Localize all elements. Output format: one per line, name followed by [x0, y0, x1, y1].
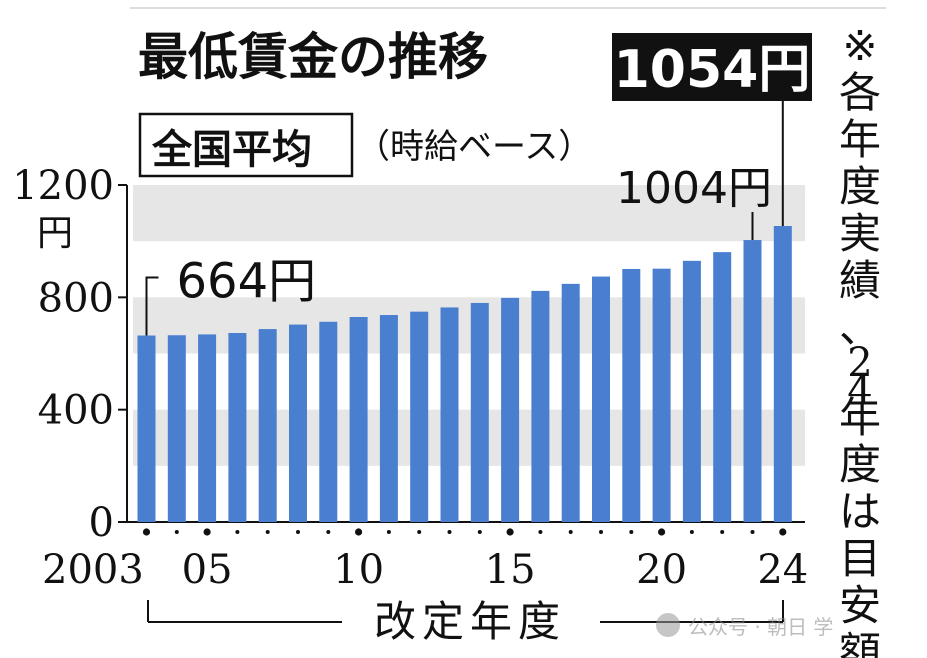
x-tick-label: 2003	[42, 547, 144, 593]
x-minor-marker	[386, 530, 391, 534]
bar-2017	[561, 283, 580, 522]
bar-2007	[258, 329, 277, 522]
x-major-marker	[779, 528, 787, 536]
bar-2024	[773, 226, 792, 523]
x-minor-marker	[750, 530, 755, 534]
bar-2014	[470, 302, 489, 522]
bar-2008	[289, 324, 307, 522]
y-tick-label: 400	[38, 388, 114, 434]
wechat-icon	[656, 613, 680, 637]
x-tick-label: 10	[333, 547, 384, 593]
x-minor-marker	[629, 530, 634, 534]
bar-2023	[743, 240, 762, 522]
note-char: 2	[847, 340, 872, 386]
bar-2006	[228, 332, 247, 522]
bar-2021	[682, 260, 701, 522]
bar-2012	[410, 311, 429, 522]
note-char: 、	[839, 303, 881, 352]
x-minor-marker	[265, 530, 270, 534]
x-minor-marker	[296, 530, 300, 534]
x-axis-label: 改定年度	[374, 597, 566, 646]
note-char: 度	[839, 162, 881, 211]
watermark-text: 公众号 · 朝日 学	[688, 615, 833, 639]
x-major-marker	[203, 528, 211, 536]
x-axis: 2003 05 10 15 20 24	[42, 528, 808, 593]
y-tick-label: 800	[38, 275, 114, 321]
note-char: は	[839, 487, 881, 536]
bar-2013	[440, 307, 459, 522]
x-axis-label-group: 改定年度	[147, 597, 784, 646]
bar-2018	[592, 276, 610, 522]
subtitle-note: （時給ベース）	[356, 127, 592, 167]
x-minor-marker	[417, 530, 422, 534]
bar-2016	[531, 290, 550, 522]
x-minor-marker	[447, 530, 452, 534]
bar-2010	[349, 316, 368, 522]
note-char: 目	[839, 534, 881, 583]
annotation-leader	[145, 276, 159, 336]
note-char: ※	[842, 21, 877, 70]
subtitle-box	[138, 112, 354, 178]
note-char: 安	[839, 581, 881, 630]
y-unit-label: 円	[37, 213, 73, 254]
note-char: 年	[839, 115, 881, 164]
annotation-inverted-box	[612, 33, 812, 101]
bar-2011	[379, 315, 398, 522]
annotation-label: 1054円	[614, 40, 811, 100]
x-minor-marker	[538, 530, 543, 534]
annotations: 664円 1004円 1054円	[145, 33, 812, 336]
x-tick-label: 20	[636, 547, 687, 593]
bar-2003	[137, 335, 156, 522]
x-major-marker	[355, 528, 363, 536]
note-char: 年	[839, 393, 881, 442]
x-minor-marker	[568, 530, 573, 534]
bar-2022	[713, 252, 732, 522]
y-tick-label: 0	[89, 500, 114, 546]
annotation-label: 1004円	[616, 163, 772, 214]
x-minor-marker	[235, 530, 240, 534]
x-minor-marker	[720, 530, 725, 534]
x-minor-marker	[599, 530, 603, 534]
bar-2009	[319, 321, 338, 522]
x-tick-label: 05	[182, 547, 233, 593]
x-minor-marker	[689, 530, 694, 534]
annotation-label: 664円	[177, 254, 317, 310]
bars	[137, 226, 792, 523]
x-major-marker	[658, 528, 666, 536]
note-char: 額	[839, 628, 881, 658]
bar-2004	[167, 335, 186, 522]
bar-2019	[622, 268, 641, 522]
note-char: 実	[839, 209, 881, 258]
bar-2020	[652, 268, 671, 522]
note-char: 績	[839, 256, 881, 305]
subtitle-boxed: 全国平均	[151, 127, 312, 173]
bar-2005	[198, 334, 217, 522]
x-major-marker	[142, 528, 151, 536]
chart-title: 最低賃金の推移	[138, 28, 488, 86]
x-tick-label: 24	[757, 547, 808, 593]
x-minor-marker	[174, 530, 179, 534]
x-minor-marker	[477, 530, 482, 534]
x-major-marker	[506, 528, 514, 536]
note-char: 度	[839, 440, 881, 489]
watermark: 公众号 · 朝日 学	[656, 613, 833, 639]
note-char: 4	[847, 368, 872, 414]
y-tick-label: 1200	[12, 163, 114, 209]
note-char: 各	[839, 68, 881, 117]
x-minor-marker	[326, 530, 331, 534]
bar-2015	[501, 297, 520, 522]
x-tick-label: 15	[485, 547, 536, 593]
band-2	[133, 185, 805, 242]
